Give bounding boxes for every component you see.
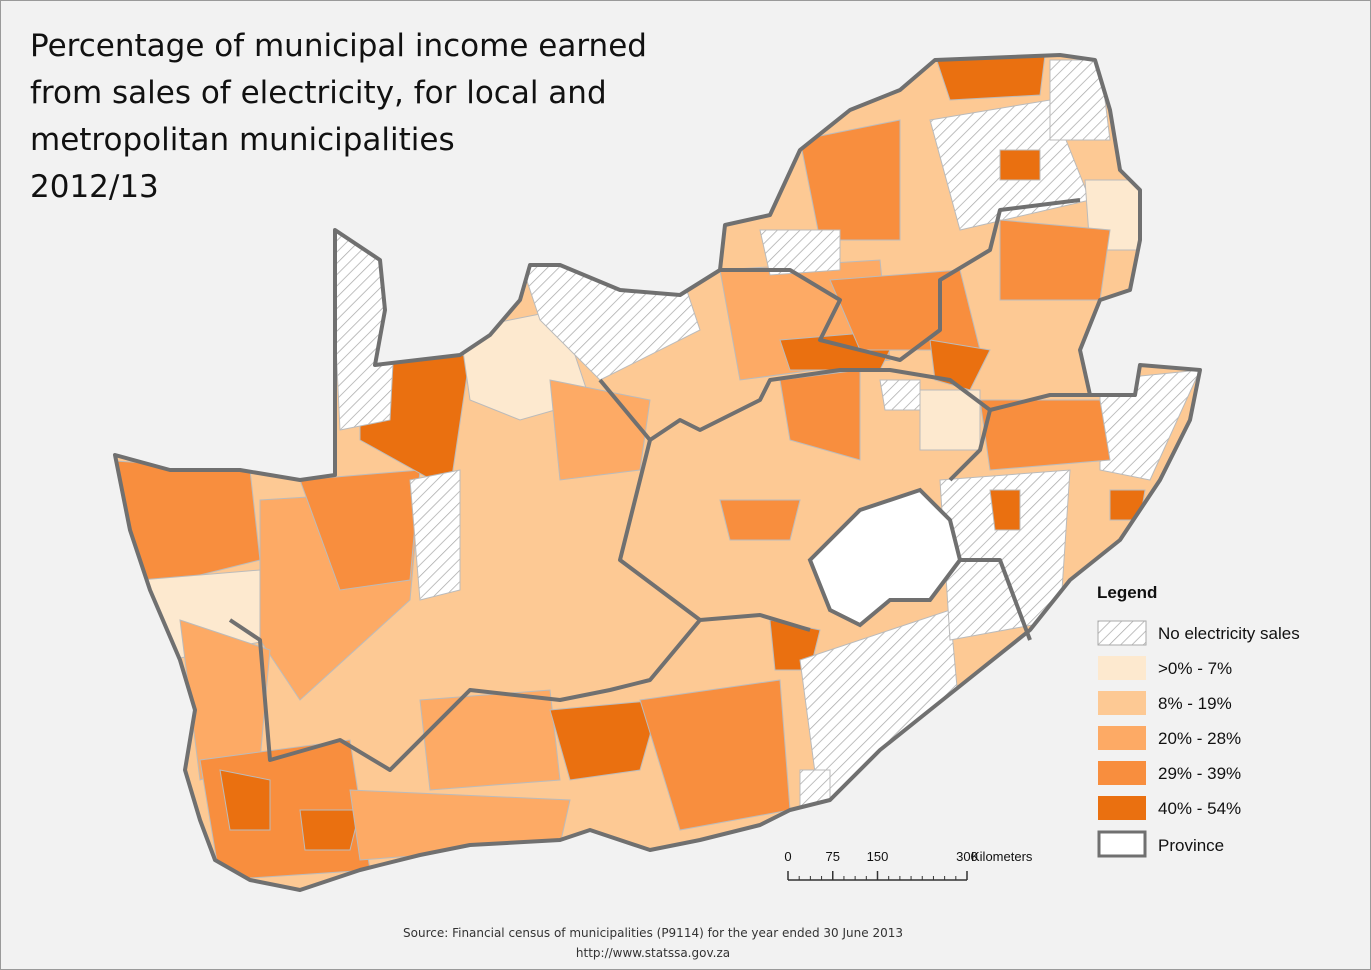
scale-label: 300 [956,849,978,864]
legend-label: 20% - 28% [1158,729,1241,748]
title: Percentage of municipal income earned fr… [30,28,647,205]
legend-swatch [1098,656,1146,680]
province-border [960,558,1032,641]
scale-label: 75 [826,849,840,864]
source: Source: Financial census of municipaliti… [403,926,903,940]
scale-unit: Kilometers [971,849,1033,864]
legend-swatch [1098,796,1146,820]
legend-label: 8% - 19% [1158,694,1232,713]
scale-label: 150 [867,849,889,864]
title-line: 2012/13 [30,169,159,205]
country-border [113,53,1202,892]
legend-swatch [1098,761,1146,785]
scale-label: 0 [784,849,791,864]
legend-title: Legend [1097,583,1157,602]
legend-label: 40% - 54% [1158,799,1241,818]
legend-label: Province [1158,836,1224,855]
province-border [228,613,811,772]
legend-swatch [1097,830,1147,858]
legend-label: >0% - 7% [1158,659,1232,678]
source-url: http://www.statssa.gov.za [576,946,730,960]
legend: Legend No electricity sales >0% - 7% 8% … [1097,583,1300,858]
legend-label: 29% - 39% [1158,764,1241,783]
title-line: from sales of electricity, for local and [30,75,607,111]
province-border [618,439,702,622]
province-border [720,198,1081,362]
lesotho [807,487,963,628]
province-border [989,393,1090,412]
title-line: Percentage of municipal income earned [30,28,647,64]
legend-swatch [1097,620,1147,646]
province-border [598,368,992,482]
legend-swatch [1098,691,1146,715]
legend-label: No electricity sales [1158,624,1300,643]
legend-swatch [1098,726,1146,750]
title-line: metropolitan municipalities [30,122,455,158]
